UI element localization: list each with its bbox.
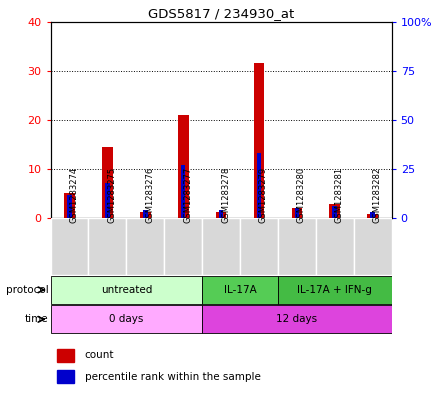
FancyBboxPatch shape [126, 218, 164, 275]
FancyBboxPatch shape [202, 276, 278, 304]
FancyBboxPatch shape [354, 218, 392, 275]
Text: GSM1283280: GSM1283280 [297, 167, 306, 223]
Text: 0 days: 0 days [109, 314, 143, 324]
Text: time: time [25, 314, 48, 324]
Text: GSM1283276: GSM1283276 [145, 166, 154, 223]
Bar [140, 212, 150, 218]
FancyBboxPatch shape [164, 218, 202, 275]
FancyBboxPatch shape [51, 305, 202, 333]
Bar [367, 214, 378, 218]
Text: GSM1283275: GSM1283275 [107, 167, 117, 223]
Bar [333, 206, 337, 218]
Text: GSM1283282: GSM1283282 [373, 167, 381, 223]
Bar [181, 165, 186, 218]
Text: count: count [85, 350, 114, 360]
Bar [370, 212, 375, 218]
Text: GSM1283279: GSM1283279 [259, 167, 268, 223]
Bar [102, 147, 113, 218]
Text: protocol: protocol [6, 285, 48, 295]
Bar [292, 208, 302, 218]
Text: percentile rank within the sample: percentile rank within the sample [85, 372, 260, 382]
Bar [295, 208, 299, 218]
FancyBboxPatch shape [316, 218, 354, 275]
Bar [57, 370, 74, 384]
FancyBboxPatch shape [51, 218, 88, 275]
Title: GDS5817 / 234930_at: GDS5817 / 234930_at [148, 7, 294, 20]
FancyBboxPatch shape [51, 276, 202, 304]
FancyBboxPatch shape [202, 218, 240, 275]
Bar [254, 63, 264, 218]
Bar [67, 195, 72, 218]
Text: IL-17A: IL-17A [224, 285, 257, 295]
Bar [219, 210, 224, 218]
Text: untreated: untreated [101, 285, 152, 295]
Text: IL-17A + IFN-g: IL-17A + IFN-g [297, 285, 372, 295]
Bar [105, 183, 110, 218]
Bar [216, 212, 227, 218]
Bar [257, 153, 261, 218]
Text: GSM1283274: GSM1283274 [70, 167, 79, 223]
Bar [178, 115, 188, 218]
Text: GSM1283281: GSM1283281 [335, 167, 344, 223]
FancyBboxPatch shape [240, 218, 278, 275]
Text: GSM1283278: GSM1283278 [221, 166, 230, 223]
FancyBboxPatch shape [278, 218, 316, 275]
Bar [57, 349, 74, 362]
Bar [330, 204, 340, 218]
Text: GSM1283277: GSM1283277 [183, 166, 192, 223]
FancyBboxPatch shape [88, 218, 126, 275]
FancyBboxPatch shape [278, 276, 392, 304]
FancyBboxPatch shape [202, 305, 392, 333]
Bar [143, 210, 147, 218]
Bar [64, 193, 75, 218]
Text: 12 days: 12 days [276, 314, 317, 324]
